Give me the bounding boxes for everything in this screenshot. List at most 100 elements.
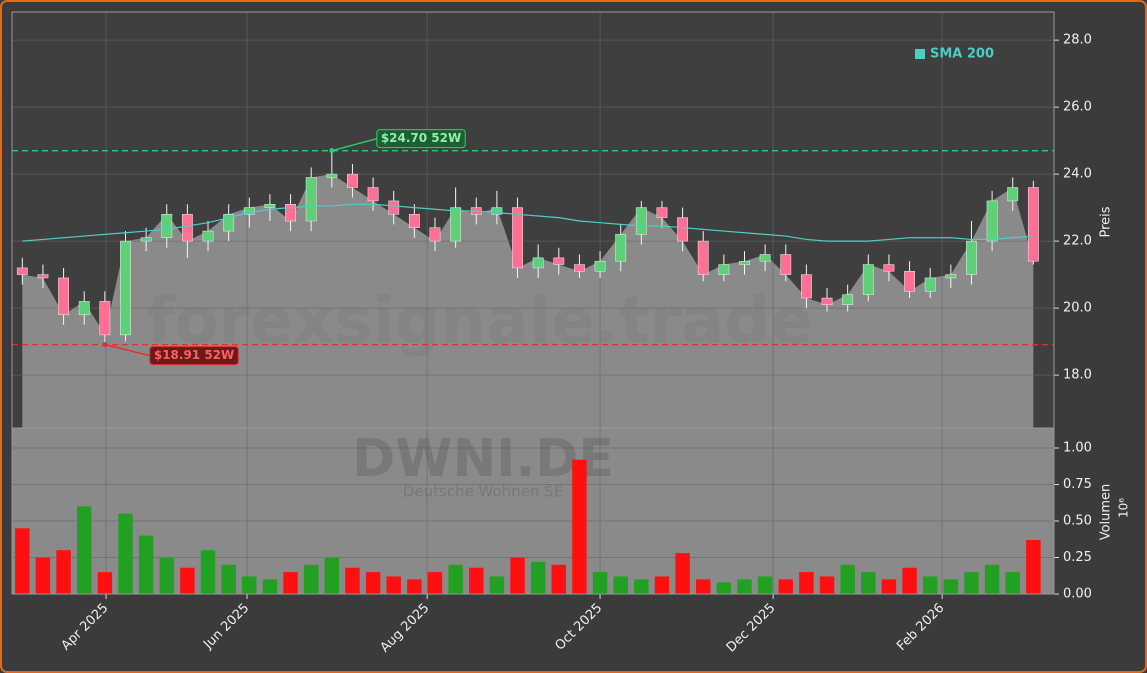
annotation-arrow: [104, 343, 151, 357]
candle-body: [388, 200, 400, 215]
volume-bar: [15, 528, 30, 594]
candle-body: [635, 207, 647, 235]
candle-body: [966, 240, 977, 275]
candle-body: [37, 274, 49, 279]
volume-bar: [407, 579, 422, 594]
volume-bar: [675, 553, 690, 594]
candle-body: [202, 230, 214, 242]
annotation-box: [376, 129, 466, 149]
volume-bar: [469, 567, 484, 594]
candle-body: [99, 301, 111, 336]
volume-bar: [448, 564, 463, 594]
volume-bar: [200, 550, 216, 594]
candle-body: [285, 204, 296, 222]
volume-bar: [551, 564, 567, 594]
y-axis-label: Volumen: [1099, 484, 1114, 541]
candle-body: [697, 240, 709, 275]
volume-bar: [984, 564, 1000, 594]
y-tick-label: 26.0: [1063, 100, 1092, 115]
volume-bar: [221, 564, 236, 594]
candle-body: [759, 254, 771, 262]
candle-body: [986, 200, 998, 242]
candle-body: [120, 240, 131, 336]
volume-bar: [365, 572, 381, 594]
candle-body: [305, 177, 317, 222]
candle-body: [264, 204, 276, 208]
candle-body: [677, 217, 689, 242]
volume-border: [11, 427, 1055, 595]
candle-body: [945, 274, 957, 279]
y-tick-label: 0.50: [1063, 514, 1092, 529]
candle-body: [780, 254, 792, 275]
candle-body: [842, 294, 854, 305]
annotation-box: [149, 346, 239, 366]
candle-body: [140, 237, 152, 242]
candle-body: [450, 207, 462, 242]
candle-body: [821, 297, 833, 305]
candle-body: [243, 207, 255, 215]
candle-body: [181, 214, 193, 242]
volume-bar: [778, 579, 793, 594]
sma-line: [22, 203, 1034, 242]
annotation-arrow: [331, 137, 378, 152]
volume-bar: [76, 506, 92, 594]
candle-body: [512, 207, 523, 269]
volume-bar: [572, 459, 587, 594]
arrow-head: [329, 148, 335, 154]
volume-bar: [324, 557, 340, 594]
volume-bar: [922, 576, 938, 594]
y-tick-label: 0.00: [1063, 587, 1092, 602]
y-tick-label: 1.00: [1063, 441, 1092, 456]
volume-bar: [530, 561, 546, 594]
candle-body: [161, 214, 173, 239]
candle-body: [367, 187, 379, 202]
volume-bar: [840, 564, 855, 594]
annotation: $18.91 52W: [149, 346, 239, 366]
volume-bar: [345, 567, 360, 594]
axis-multiplier: 10⁶: [1117, 498, 1131, 518]
volume-bar: [56, 550, 71, 594]
candle-body: [718, 264, 730, 275]
candle-body: [904, 270, 915, 292]
volume-bar: [118, 513, 133, 594]
y-tick-label: 22.0: [1063, 234, 1092, 249]
legend-label: SMA 200: [930, 47, 994, 62]
candle-body: [1007, 187, 1019, 202]
candle-body: [594, 260, 606, 272]
volume-bar: [159, 557, 174, 594]
volume-bar: [819, 576, 835, 594]
candle-body: [862, 264, 874, 295]
legend-swatch: [915, 49, 925, 59]
candle-body: [58, 277, 69, 316]
volume-bar: [613, 576, 628, 594]
y-tick-label: 0.25: [1063, 550, 1092, 565]
candle-body: [924, 277, 936, 292]
candle-body: [408, 214, 420, 228]
y-tick-label: 18.0: [1063, 368, 1092, 383]
watermark-sub: Deutsche Wohnen SE: [403, 483, 563, 501]
volume-bar: [283, 572, 298, 594]
watermark: DWNI.DE: [352, 429, 614, 489]
volume-bar: [1005, 572, 1020, 594]
volume-bar: [902, 567, 917, 594]
y-tick-label: 20.0: [1063, 301, 1092, 316]
volume-bar: [799, 572, 814, 594]
volume-bar: [1026, 539, 1041, 594]
volume-bar: [592, 572, 608, 594]
candle-body: [223, 214, 235, 232]
candle-body: [574, 264, 585, 272]
volume-bar: [861, 572, 876, 594]
price-area: [22, 174, 1034, 428]
volume-bar: [654, 576, 670, 594]
volume-bar: [737, 579, 752, 594]
candle-body: [883, 264, 895, 272]
candle-body: [615, 234, 627, 262]
candle-body: [347, 173, 358, 188]
candle-body: [800, 274, 812, 299]
annotation-label: $18.91 52W: [154, 348, 234, 362]
candle-body: [429, 227, 441, 242]
volume-bar: [180, 567, 195, 594]
candle-body: [78, 301, 90, 316]
candle-body: [491, 207, 503, 215]
